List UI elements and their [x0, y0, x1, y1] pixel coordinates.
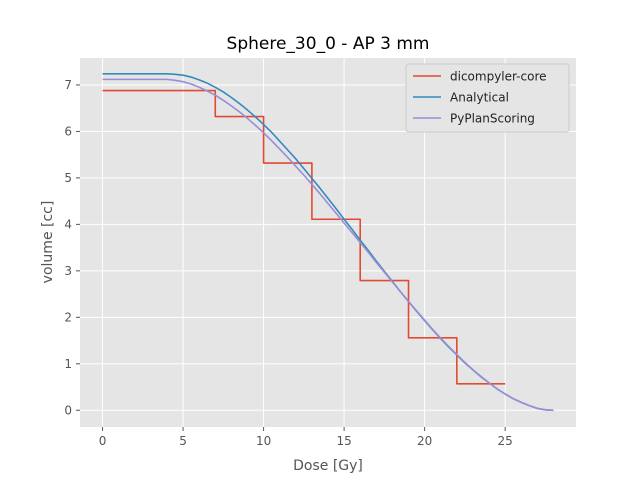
x-tick-label: 20 — [417, 434, 432, 448]
x-tick-label: 25 — [498, 434, 513, 448]
x-axis-label: Dose [Gy] — [293, 458, 363, 474]
chart-title: Sphere_30_0 - AP 3 mm — [227, 34, 430, 54]
legend-label: PyPlanScoring — [450, 112, 535, 126]
y-axis-label: volume [cc] — [40, 201, 56, 284]
y-tick-label: 5 — [64, 171, 72, 185]
y-tick-label: 6 — [64, 124, 72, 138]
y-tick-label: 7 — [64, 78, 72, 92]
legend-box — [405, 63, 570, 133]
y-tick-label: 1 — [64, 357, 72, 371]
y-tick-label: 4 — [64, 217, 72, 231]
x-tick-label: 10 — [256, 434, 271, 448]
legend-label: Analytical — [450, 91, 509, 105]
series-line-pyplanscoring — [102, 78, 554, 412]
legend-label: dicompyler-core — [450, 70, 547, 84]
tick-labels: 0 5 10 15 20 25 0 1 2 3 4 5 6 7 — [64, 78, 512, 448]
x-tick-label: 0 — [99, 434, 107, 448]
x-tick-label: 5 — [179, 434, 187, 448]
y-tick-label: 3 — [64, 264, 72, 278]
x-tick-label: 15 — [336, 434, 351, 448]
series-lines — [102, 73, 554, 412]
y-tick-label: 0 — [64, 403, 72, 417]
legend: dicompyler-core Analytical PyPlanScoring — [405, 63, 570, 133]
y-tick-label: 2 — [64, 310, 72, 324]
series-line-dicompyler-core — [102, 89, 506, 385]
